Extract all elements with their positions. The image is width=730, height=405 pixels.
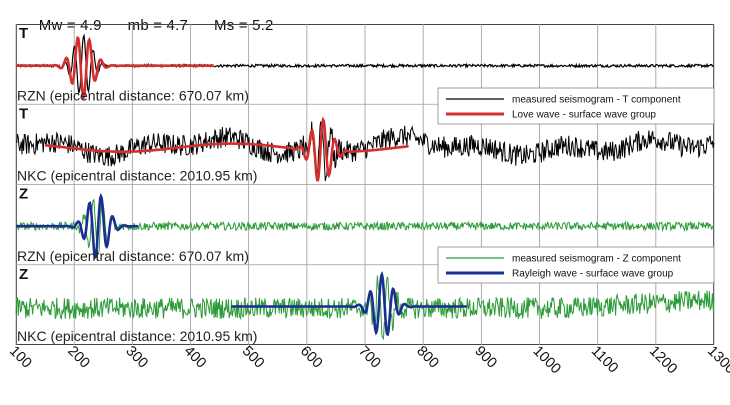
magnitude-header: Mw = 4.9 mb = 4.7 Ms = 5.2 xyxy=(30,0,300,34)
x-tick-label-1300: 1300 xyxy=(704,343,730,377)
x-tick-label-400: 400 xyxy=(181,343,209,371)
component-label-panel-1: T xyxy=(19,25,28,42)
x-tick-label-300: 300 xyxy=(122,343,150,371)
x-tick-label-700: 700 xyxy=(355,343,383,371)
x-tick-label-100: 100 xyxy=(6,343,34,371)
legend-label-2-2: Rayleigh wave - surface wave group xyxy=(512,269,674,280)
x-tick-label-900: 900 xyxy=(471,343,499,371)
x-tick-label-1100: 1100 xyxy=(588,343,621,376)
x-tick-label-1200: 1200 xyxy=(646,343,680,377)
legend-label-2-1: measured seismogram - Z component xyxy=(512,254,681,265)
panel-layer: T RZN (epicentral distance: 670.07 km) T NK… xyxy=(17,25,257,344)
station-label-panel-2: NKC (epicentral distance: 2010.95 km) xyxy=(17,168,257,184)
measured-trace-panel-3 xyxy=(15,198,715,255)
legend-label-1-1: measured seismogram - T component xyxy=(512,95,681,106)
component-label-panel-3: Z xyxy=(19,186,28,203)
tick-layer: 100 200 300 400 500 600 700 800 900 1000 1100 1200 1… xyxy=(6,343,730,377)
surface-wave-trace-panel-4 xyxy=(231,270,467,337)
station-label-panel-4: NKC (epicentral distance: 2010.95 km) xyxy=(17,328,257,344)
mw-label: Mw = 4.9 xyxy=(38,17,102,34)
component-label-panel-2: T xyxy=(19,105,28,122)
legend-box-1 xyxy=(437,87,715,125)
station-label-panel-1: RZN (epicentral distance: 670.07 km) xyxy=(17,87,249,103)
x-tick-label-1000: 1000 xyxy=(530,343,564,377)
surface-wave-trace-panel-1 xyxy=(16,35,214,102)
surface-wave-trace-panel-2 xyxy=(44,116,409,182)
x-tick-label-500: 500 xyxy=(239,343,267,371)
measured-trace-panel-2 xyxy=(15,120,715,182)
measured-trace-panel-4 xyxy=(15,275,715,341)
surface-wave-trace-panel-3 xyxy=(16,192,139,260)
legend-layer: measured seismogram - T component Love wa… xyxy=(437,87,715,284)
component-label-panel-4: Z xyxy=(19,266,28,283)
legend-label-1-2: Love wave - surface wave group xyxy=(512,110,656,121)
ms-label: Ms = 5.2 xyxy=(214,17,274,34)
x-tick-label-800: 800 xyxy=(413,343,441,371)
x-tick-label-600: 600 xyxy=(297,343,325,371)
trace-layer xyxy=(15,33,715,341)
legend-box-2 xyxy=(437,246,715,284)
mb-label: mb = 4.7 xyxy=(127,17,189,34)
x-tick-label-200: 200 xyxy=(64,343,92,371)
grid-layer xyxy=(15,24,715,345)
station-label-panel-3: RZN (epicentral distance: 670.07 km) xyxy=(17,248,249,264)
